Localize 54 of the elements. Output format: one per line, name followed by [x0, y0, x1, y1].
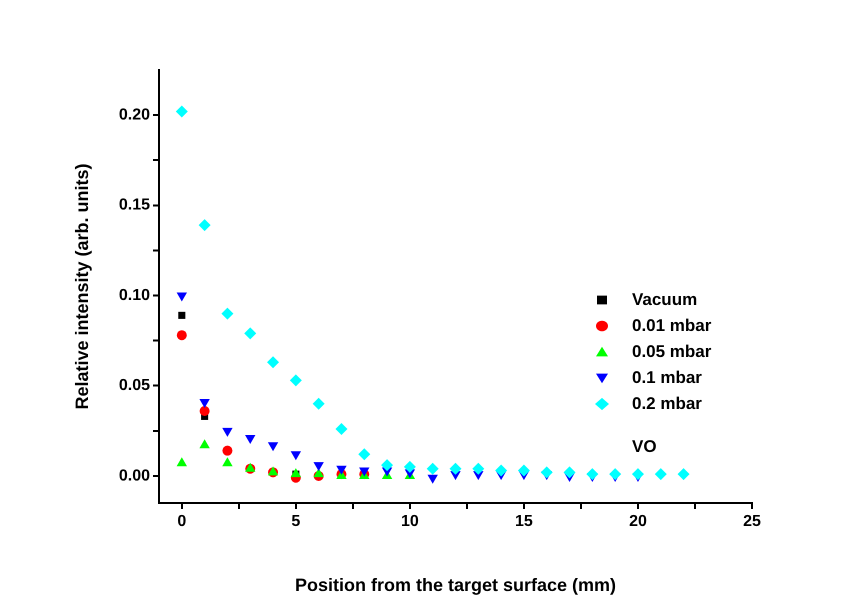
point — [268, 442, 278, 452]
legend-label: 0.1 mbar — [632, 368, 702, 388]
legend-label: Vacuum — [632, 290, 698, 310]
point — [427, 474, 438, 484]
point — [222, 428, 233, 437]
point — [609, 468, 622, 480]
point — [495, 464, 508, 477]
point — [176, 330, 187, 340]
x-tick-label: 0 — [177, 513, 186, 530]
point — [632, 468, 644, 480]
x-tick-label: 10 — [400, 513, 419, 530]
x-axis-title: Position from the target surface (mm) — [294, 575, 616, 596]
annotation: VO — [632, 437, 657, 457]
point — [586, 468, 598, 480]
point — [313, 462, 324, 472]
point — [290, 374, 302, 386]
point — [404, 460, 416, 473]
point — [245, 435, 256, 444]
point — [426, 462, 439, 475]
point — [221, 308, 234, 320]
point — [336, 466, 347, 475]
point — [199, 398, 210, 408]
x-tick-label: 5 — [291, 513, 300, 530]
y-tick-label: 0.15 — [118, 196, 150, 214]
y-tick-label: 0.00 — [118, 467, 150, 484]
point — [518, 464, 530, 477]
x-tick-label: 20 — [629, 513, 647, 530]
point — [472, 462, 484, 475]
point — [222, 446, 232, 456]
point — [335, 423, 348, 436]
point — [540, 466, 553, 478]
legend-label: 0.05 mbar — [632, 342, 712, 362]
point — [290, 451, 302, 460]
legend-label: 0.01 mbar — [632, 316, 712, 336]
y-axis-title: Relative intensity (arb. units) — [72, 163, 92, 410]
y-tick-label: 0.10 — [118, 286, 150, 304]
point — [654, 468, 667, 480]
x-tick-label: 15 — [515, 513, 533, 530]
y-tick-label: 0.05 — [118, 377, 150, 394]
point — [312, 398, 325, 410]
point — [176, 105, 188, 118]
legend-label: 0.2 mbar — [632, 394, 702, 414]
point — [198, 219, 211, 232]
point — [178, 312, 186, 319]
point — [244, 327, 256, 340]
point — [564, 466, 576, 478]
point — [358, 448, 370, 460]
point — [381, 459, 394, 472]
point — [200, 406, 210, 416]
x-tick-label: 25 — [743, 513, 761, 530]
point — [267, 356, 280, 368]
y-tick-label: 0.20 — [118, 106, 150, 124]
point — [678, 468, 690, 480]
point — [450, 462, 462, 475]
